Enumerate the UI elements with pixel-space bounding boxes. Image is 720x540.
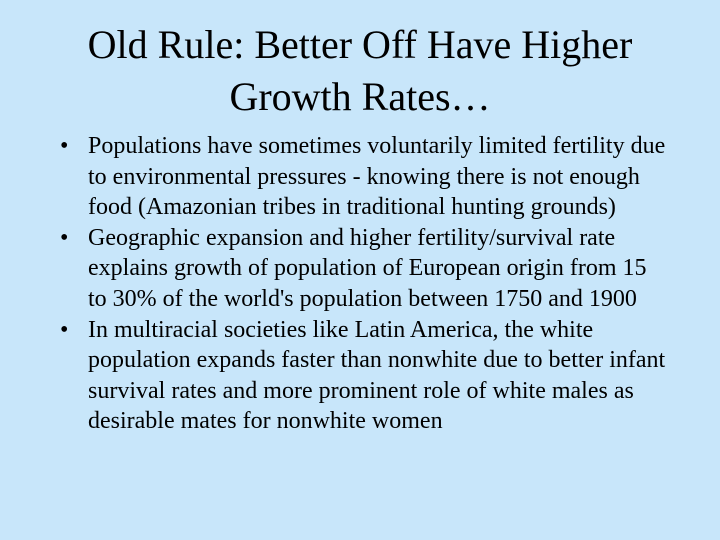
bullet-list: Populations have sometimes voluntarily l… bbox=[60, 131, 668, 437]
slide-title: Old Rule: Better Off Have Higher Growth … bbox=[87, 22, 633, 119]
bullet: Geographic expansion and higher fertilit… bbox=[60, 223, 668, 315]
bullet: In multiracial societies like Latin Amer… bbox=[60, 315, 668, 437]
bullet: Populations have sometimes voluntarily l… bbox=[60, 131, 668, 223]
